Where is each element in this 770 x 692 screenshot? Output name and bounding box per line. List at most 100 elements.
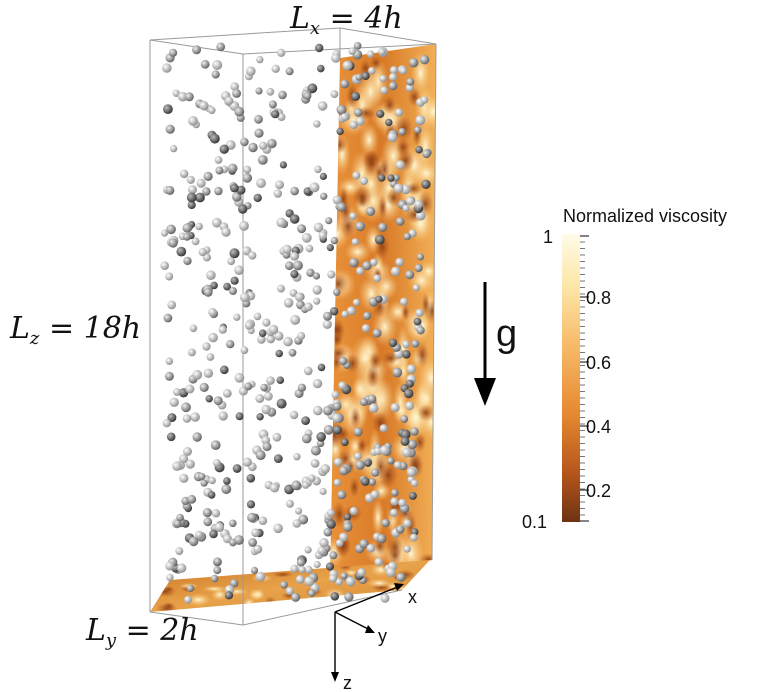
particle (276, 217, 287, 228)
particle (224, 96, 234, 106)
particle (274, 331, 284, 341)
particle (378, 222, 388, 232)
particle (243, 165, 252, 174)
particle (185, 384, 195, 394)
particle (205, 395, 213, 403)
particle (317, 101, 328, 111)
particle (214, 156, 223, 164)
particle (175, 547, 184, 556)
particle (279, 161, 287, 169)
particle (208, 476, 216, 485)
particle (258, 516, 268, 525)
particle (172, 461, 182, 471)
particle (323, 527, 333, 537)
particle (330, 592, 340, 601)
particle (402, 204, 410, 212)
particle (238, 204, 248, 214)
particle (207, 491, 216, 499)
particle (414, 199, 423, 209)
particle (266, 334, 275, 344)
particle (400, 415, 409, 423)
particle (373, 447, 382, 456)
particle (222, 388, 232, 398)
particle (387, 457, 395, 465)
particle (327, 270, 336, 279)
particle (167, 300, 177, 310)
particle (306, 268, 315, 277)
particle (379, 424, 388, 433)
particle (400, 436, 410, 446)
particle (291, 480, 302, 491)
particle (304, 366, 313, 376)
particle (298, 566, 306, 574)
particle (368, 478, 377, 486)
particle (196, 178, 206, 188)
particle (363, 311, 372, 320)
particle (223, 282, 232, 291)
particle (262, 442, 272, 452)
particle (323, 405, 333, 416)
particle (405, 196, 415, 206)
particle (230, 579, 239, 588)
particle (393, 461, 402, 469)
particle (405, 401, 415, 411)
particle (349, 212, 357, 220)
particle (361, 71, 370, 81)
particle (295, 575, 305, 584)
particle (305, 244, 314, 253)
particle (266, 376, 275, 385)
particle (380, 86, 389, 95)
particle (251, 528, 260, 537)
particle (254, 128, 264, 138)
particle (362, 260, 372, 271)
particle (246, 474, 256, 483)
particle (283, 298, 294, 308)
particle (385, 118, 393, 127)
particle (239, 221, 249, 231)
particle (379, 445, 390, 456)
particle (230, 183, 239, 193)
particle (160, 261, 169, 271)
particle (348, 47, 357, 55)
particle (406, 364, 417, 374)
particle (240, 137, 249, 147)
particle (345, 576, 356, 587)
particle (332, 413, 342, 423)
particle (303, 92, 312, 100)
particle (313, 120, 321, 128)
particle (319, 538, 329, 548)
particle (165, 185, 175, 195)
particle (313, 297, 321, 305)
particle (164, 371, 174, 381)
particle (361, 324, 371, 333)
particle (351, 91, 361, 101)
particle (406, 467, 417, 477)
particle (215, 166, 224, 175)
gravity-label: g (496, 313, 517, 355)
particle (405, 83, 414, 92)
particle (323, 311, 332, 321)
particle (402, 350, 411, 359)
particle (355, 460, 365, 470)
particle (376, 533, 387, 544)
particle (352, 298, 361, 307)
colorbar-tick-label: 1 (543, 227, 553, 247)
particle (266, 87, 275, 96)
particle (198, 472, 206, 481)
particle (256, 413, 264, 421)
viscosity-wall (330, 44, 436, 580)
particle (302, 481, 310, 489)
particle (399, 297, 409, 306)
particle (269, 483, 280, 493)
particle (412, 284, 420, 292)
particle (203, 517, 213, 527)
particle (182, 223, 193, 233)
particle (176, 563, 187, 573)
particle (268, 324, 279, 335)
particle (259, 141, 268, 150)
particle (389, 66, 399, 75)
particle (227, 257, 236, 266)
particle (309, 182, 320, 193)
particle (392, 174, 400, 182)
particle (313, 560, 321, 569)
